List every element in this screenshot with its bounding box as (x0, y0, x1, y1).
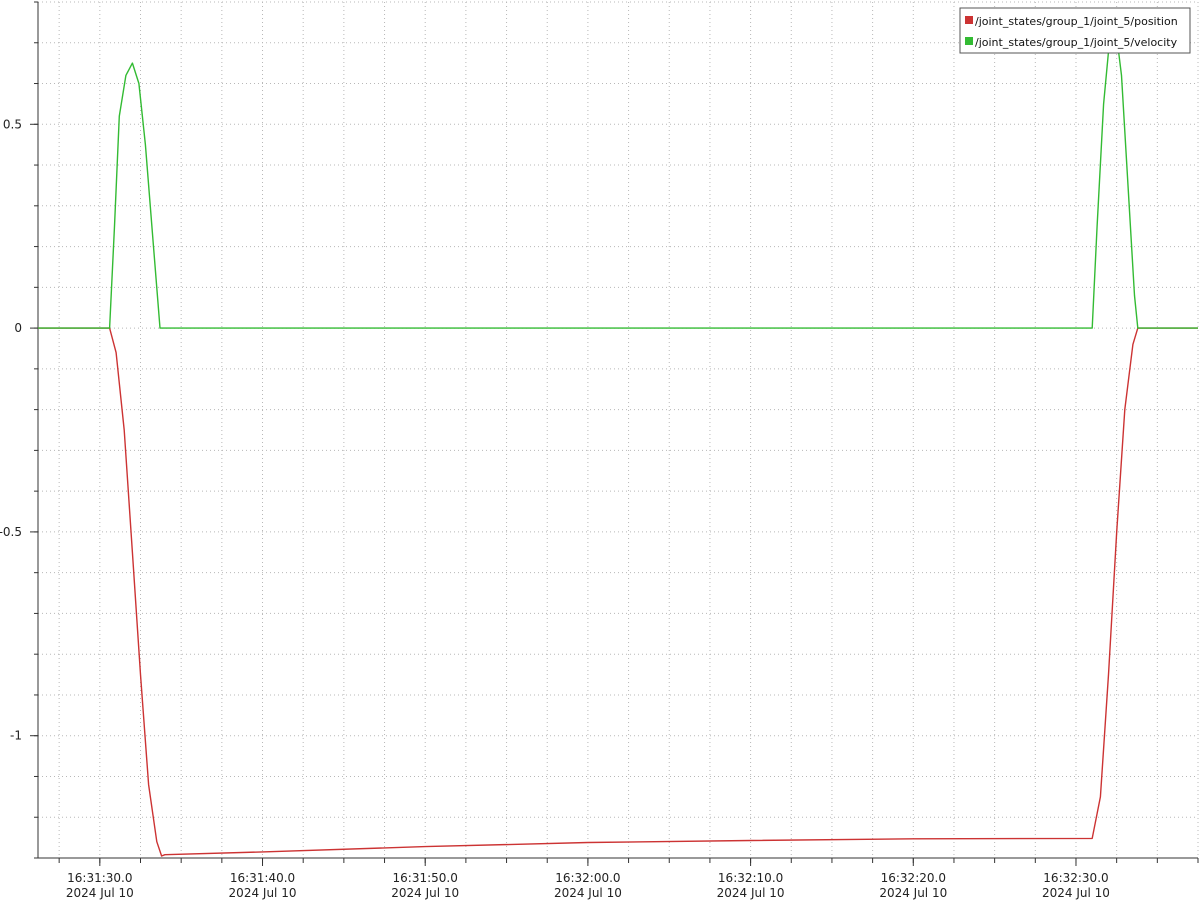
x-tick-label-time: 16:32:30.0 (1043, 871, 1108, 885)
y-tick-labels: 0.5 0 -0.5 -1 (0, 117, 22, 742)
legend-box (959, 7, 1191, 54)
legend-swatch-velocity (965, 37, 973, 45)
legend-label-position: /joint_states/group_1/joint_5/position (975, 15, 1178, 28)
y-tick-label: -0.5 (0, 525, 22, 539)
y-tick-label: 0.5 (3, 117, 22, 131)
y-tick-label: 0 (14, 321, 22, 335)
legend-swatch-position (965, 16, 973, 24)
x-tick-label-time: 16:32:10.0 (718, 871, 783, 885)
x-tick-label-date: 2024 Jul 10 (879, 886, 947, 900)
grid (38, 1, 1199, 859)
x-tick-label-time: 16:32:00.0 (555, 871, 620, 885)
series-line-velocity (38, 21, 1198, 329)
x-tick-label-time: 16:32:20.0 (881, 871, 946, 885)
series-line-position (38, 327, 1198, 857)
x-tick-label-time: 16:31:50.0 (393, 871, 458, 885)
x-tick-label-date: 2024 Jul 10 (229, 886, 297, 900)
series-layer (38, 21, 1198, 857)
x-tick-label-date: 2024 Jul 10 (717, 886, 785, 900)
axes (30, 1, 1199, 866)
x-tick-label-date: 2024 Jul 10 (1042, 886, 1110, 900)
y-tick-label: -1 (10, 729, 22, 743)
x-tick-label-date: 2024 Jul 10 (391, 886, 459, 900)
legend-label-velocity: /joint_states/group_1/joint_5/velocity (975, 36, 1178, 49)
legend: /joint_states/group_1/joint_5/position /… (959, 7, 1191, 54)
x-tick-label-date: 2024 Jul 10 (66, 886, 134, 900)
x-tick-label-date: 2024 Jul 10 (554, 886, 622, 900)
x-tick-label-time: 16:31:40.0 (230, 871, 295, 885)
x-tick-label-time: 16:31:30.0 (67, 871, 132, 885)
